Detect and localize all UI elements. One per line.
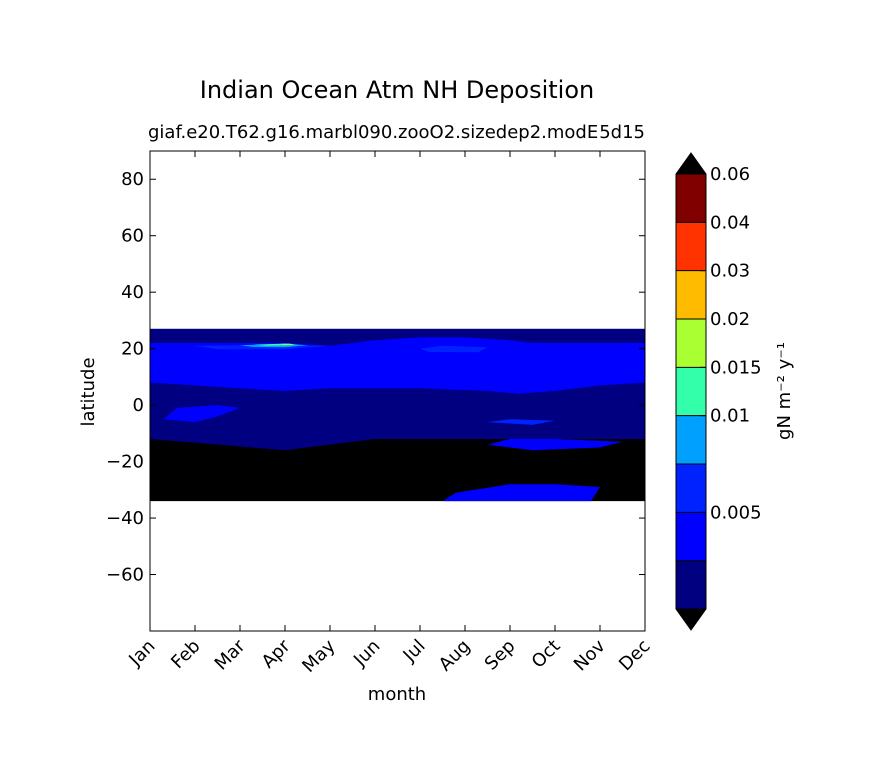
colorbar-segment <box>676 560 706 609</box>
contour-region-3 <box>487 439 623 451</box>
contour-region-7 <box>487 419 555 425</box>
colorbar-tick-label: 0.015 <box>710 357 762 378</box>
colorbar-tick-label: 0.005 <box>710 502 762 523</box>
x-tick-label: Sep <box>481 636 520 675</box>
x-tick-label: Apr <box>258 635 295 672</box>
chart-title: Indian Ocean Atm NH Deposition <box>200 76 595 104</box>
y-tick-label: 20 <box>121 339 144 360</box>
x-tick-label: May <box>298 635 339 676</box>
colorbar-segment <box>676 222 706 271</box>
y-tick-label: −40 <box>106 508 144 529</box>
chart-subtitle-left: giaf.e20.T62.g16.marbl090.zooO2.sizedep2… <box>148 122 598 143</box>
colorbar: 0.005 0.01 0.015 0.02 0.03 0.04 0.06 <box>675 152 762 631</box>
x-tick-label: Aug <box>435 636 475 676</box>
y-tick-label: −60 <box>106 565 144 586</box>
x-tick-label: Feb <box>167 636 204 673</box>
colorbar-segment <box>676 319 706 368</box>
y-tick-label: −20 <box>106 452 144 473</box>
y-tick-label: 40 <box>121 282 144 303</box>
y-tick-label: 0 <box>133 395 144 416</box>
contour-region-10 <box>280 343 294 345</box>
colorbar-extend-bottom <box>676 609 706 630</box>
colorbar-segment <box>676 512 706 561</box>
contour-region-4 <box>442 484 600 502</box>
x-tick-label: Nov <box>570 635 610 675</box>
colorbar-extend-top <box>676 153 706 174</box>
chart-subtitle-right: 5d15 <box>599 122 645 143</box>
colorbar-segment <box>676 464 706 513</box>
colorbar-tick-label: 0.04 <box>710 212 750 233</box>
x-tick-label: Dec <box>615 636 654 675</box>
colorbar-tick-label: 0.02 <box>710 309 750 330</box>
y-tick-label: 60 <box>121 226 144 247</box>
contour-region-1 <box>150 337 645 394</box>
colorbar-tick-label: 0.03 <box>710 261 750 282</box>
y-tick-label: 80 <box>121 169 144 190</box>
colorbar-outline <box>675 152 707 631</box>
x-tick-label: Jan <box>124 636 159 671</box>
colorbar-segment <box>676 270 706 319</box>
x-tick-label: Jun <box>349 636 384 671</box>
contour-fill-layer <box>150 328 645 502</box>
y-axis-ticks: 80 60 40 20 0 −20 −40 −60 <box>106 169 645 586</box>
colorbar-tick-label: 0.01 <box>710 406 750 427</box>
x-tick-label: Oct <box>528 636 565 673</box>
contour-region-6 <box>420 345 488 353</box>
colorbar-label: gN m⁻² y⁻¹ <box>774 342 795 440</box>
x-tick-label: Mar <box>211 635 250 674</box>
plot-frame <box>149 150 646 632</box>
x-tick-label: Jul <box>399 636 430 667</box>
colorbar-segment <box>676 174 706 223</box>
colorbar-segment <box>676 415 706 464</box>
y-axis-label: latitude <box>78 357 99 426</box>
x-axis-label: month <box>368 684 426 705</box>
colorbar-tick-label: 0.06 <box>710 164 750 185</box>
colorbar-segment <box>676 367 706 416</box>
contour-region-2 <box>163 405 240 423</box>
